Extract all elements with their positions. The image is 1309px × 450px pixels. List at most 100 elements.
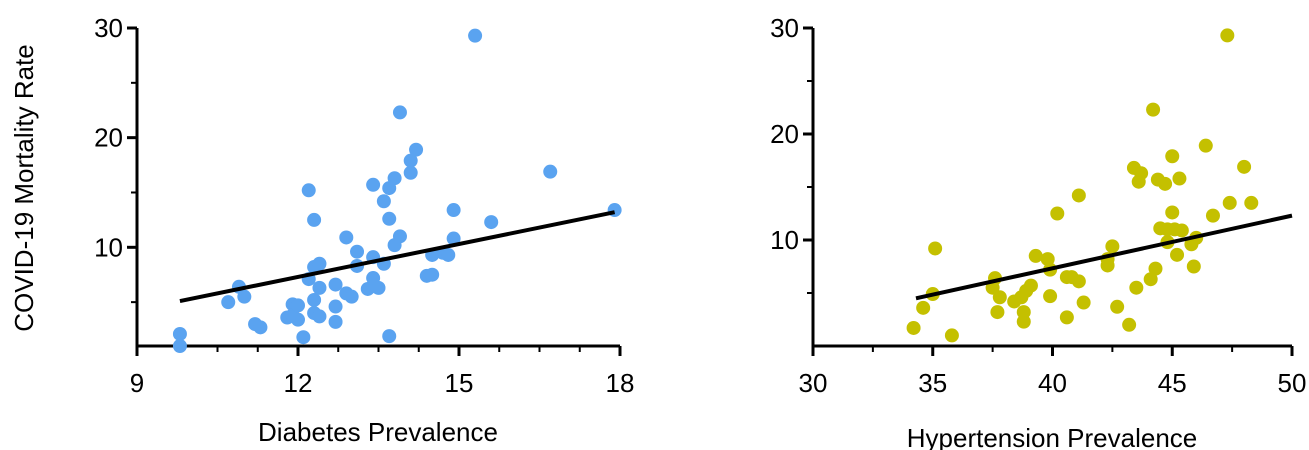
x-tick-label: 9 xyxy=(130,368,144,398)
x-tick-label: 45 xyxy=(1158,368,1187,398)
data-point xyxy=(221,295,236,310)
data-point xyxy=(366,177,381,192)
y-tick-label: 10 xyxy=(94,232,123,262)
data-point xyxy=(328,277,343,292)
x-tick-label: 12 xyxy=(284,368,313,398)
data-point xyxy=(1134,166,1149,181)
left-ticks: 10 20 30 9 12 15 18 xyxy=(94,13,634,398)
data-point xyxy=(291,312,305,327)
data-point xyxy=(339,230,354,245)
data-point xyxy=(992,290,1007,305)
data-point xyxy=(387,171,402,186)
data-point xyxy=(425,267,440,282)
data-point xyxy=(392,229,407,244)
chart-diabetes: 10 20 30 9 12 15 18 Diabetes Prevalence xyxy=(94,13,634,447)
data-point xyxy=(1174,223,1189,238)
data-point xyxy=(1071,274,1086,289)
data-point xyxy=(1165,149,1180,164)
y-axis-label: COVID-19 Mortality Rate xyxy=(9,44,39,332)
data-point xyxy=(382,329,397,344)
data-point xyxy=(376,194,391,209)
y-tick-label: 30 xyxy=(770,13,799,43)
data-point xyxy=(1222,195,1237,210)
data-point xyxy=(312,280,327,295)
data-point xyxy=(1198,138,1213,153)
data-point xyxy=(237,289,252,304)
data-point xyxy=(1040,252,1055,267)
data-point xyxy=(1122,317,1137,332)
x-tick-label: 40 xyxy=(1038,368,1067,398)
data-point xyxy=(403,165,418,180)
data-point xyxy=(484,215,499,230)
data-point xyxy=(906,320,921,335)
data-point xyxy=(382,211,397,226)
data-point xyxy=(1172,171,1187,186)
data-point xyxy=(1043,289,1058,304)
data-point xyxy=(1076,295,1091,310)
data-point xyxy=(1143,272,1158,287)
data-point xyxy=(446,203,461,218)
left-fit-line xyxy=(179,210,616,304)
y-tick-label: 30 xyxy=(94,13,123,43)
data-point xyxy=(307,212,322,227)
data-point xyxy=(1071,188,1086,203)
data-point xyxy=(1028,248,1043,263)
data-point xyxy=(1059,310,1074,325)
data-point xyxy=(1016,305,1031,320)
data-point xyxy=(328,299,343,314)
data-point xyxy=(392,105,407,120)
right-fit-line xyxy=(915,213,1293,301)
data-point xyxy=(1205,208,1220,223)
left-points xyxy=(172,28,622,353)
x-tick-label: 18 xyxy=(606,368,635,398)
data-point xyxy=(350,244,365,259)
right-points xyxy=(906,28,1259,343)
data-point xyxy=(1023,278,1038,293)
data-point xyxy=(1165,205,1180,220)
data-point xyxy=(360,281,375,296)
data-point xyxy=(916,300,931,315)
right-ticks: 10 20 30 30 35 40 45 50 xyxy=(770,13,1306,398)
data-point xyxy=(371,280,386,295)
data-point xyxy=(172,326,187,341)
data-point xyxy=(172,339,187,353)
data-point xyxy=(296,330,311,345)
data-point xyxy=(1050,206,1065,221)
data-point xyxy=(1105,239,1120,254)
data-point xyxy=(1148,261,1163,276)
data-point xyxy=(344,289,359,304)
data-point xyxy=(441,247,456,262)
data-point xyxy=(1186,259,1201,274)
data-point xyxy=(1100,258,1115,273)
x-tick-label: 50 xyxy=(1278,368,1307,398)
data-point xyxy=(1146,102,1161,117)
data-point xyxy=(328,314,343,329)
data-point xyxy=(1170,247,1185,262)
right-x-axis-label: Hypertension Prevalence xyxy=(907,423,1198,450)
data-point xyxy=(1244,195,1259,210)
data-point xyxy=(1129,280,1144,295)
data-point xyxy=(543,164,558,179)
data-point xyxy=(1220,28,1235,43)
x-tick-label: 15 xyxy=(445,368,474,398)
data-point xyxy=(446,231,461,246)
data-point xyxy=(403,153,418,168)
data-point xyxy=(990,305,1005,320)
data-point xyxy=(301,183,316,198)
data-point xyxy=(291,298,305,313)
data-point xyxy=(1158,176,1173,191)
data-point xyxy=(1237,159,1252,174)
x-tick-label: 30 xyxy=(799,368,828,398)
data-point xyxy=(307,292,322,307)
data-point xyxy=(468,28,483,43)
data-point xyxy=(928,241,943,256)
data-point xyxy=(1110,299,1125,314)
data-point xyxy=(409,142,424,157)
data-point xyxy=(944,328,959,343)
data-point xyxy=(312,256,327,271)
x-tick-label: 35 xyxy=(918,368,947,398)
chart-hypertension: 10 20 30 30 35 40 45 50 Hypertension Prevalence xyxy=(770,13,1306,450)
data-point xyxy=(253,320,268,335)
left-x-axis-label: Diabetes Prevalence xyxy=(258,417,498,447)
